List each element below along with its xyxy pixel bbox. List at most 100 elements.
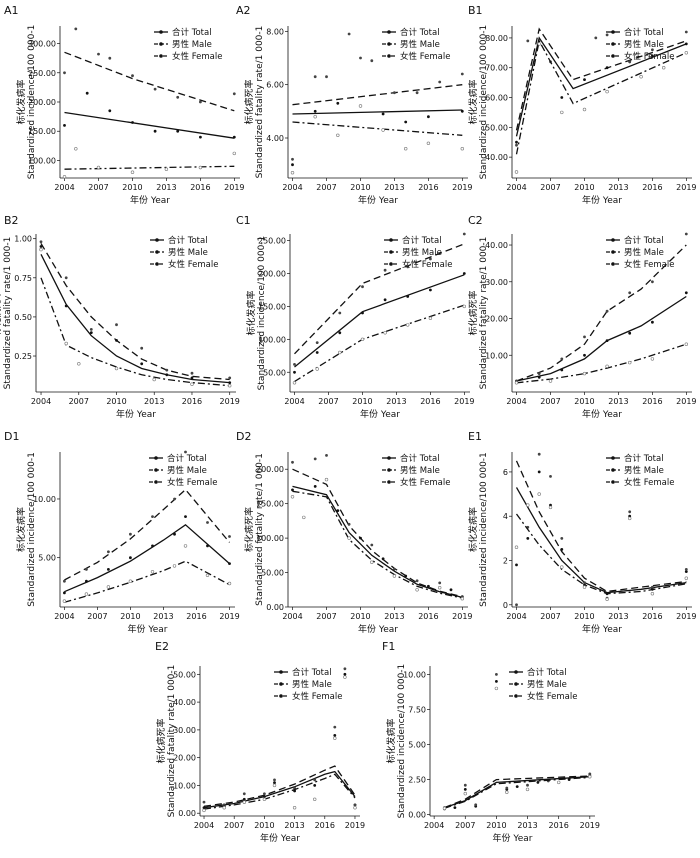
data-point-female (514, 170, 519, 174)
data-point-total (313, 784, 317, 787)
data-point-male (594, 36, 598, 40)
data-point-female (227, 581, 232, 586)
y-tick-label: 40.00 (173, 698, 196, 707)
legend-marker-female (514, 694, 518, 698)
data-point-female (582, 371, 587, 376)
x-tick-label: 2007 (87, 612, 107, 621)
data-point-female (462, 304, 466, 309)
data-point-female (460, 147, 464, 151)
data-point-female (556, 780, 561, 785)
legend-marker-male (611, 468, 615, 472)
panel-label: A1 (4, 4, 19, 17)
y-tick-label: 150.00 (258, 302, 286, 311)
data-point-male (651, 280, 654, 284)
legend-marker-female (154, 480, 158, 484)
data-point-male (325, 454, 328, 457)
data-point-female (242, 800, 247, 804)
x-tick-label: 2004 (506, 183, 526, 192)
legend-label-total: 合计 Total (527, 667, 567, 678)
x-tick-label: 2004 (424, 821, 444, 830)
y-tick-label: 200.00 (256, 465, 284, 474)
legend-label-female: 女性 Female (527, 691, 577, 702)
panel-label: A2 (236, 4, 251, 17)
legend-marker-female (159, 54, 163, 58)
x-axis-label: 年份 Year (116, 408, 156, 420)
data-point-female (438, 585, 442, 590)
legend-marker-female (279, 694, 283, 698)
x-tick-label: 2004 (282, 183, 302, 192)
panel-B2: B2 0.25 0.50 0.75 1.00 2004 2007 2010 2013 2016 20… (0, 214, 240, 420)
data-point-total (343, 672, 347, 676)
legend-label-female: 女性 Female (400, 51, 450, 62)
x-tick-label: 2013 (156, 183, 176, 192)
data-point-male (393, 567, 396, 571)
data-point-male (347, 32, 351, 36)
data-point-male (415, 91, 419, 95)
x-tick-label: 2013 (153, 612, 173, 621)
data-point-male (343, 667, 347, 671)
y-axis-label-cn: 标化发病率 (15, 507, 27, 552)
data-point-female (74, 147, 78, 151)
x-tick-label: 2016 (186, 612, 206, 621)
data-point-total (605, 339, 609, 342)
legend-marker-total (514, 670, 518, 674)
x-tick-label: 2016 (418, 612, 438, 621)
data-point-male (495, 673, 498, 676)
data-point-total (684, 42, 688, 46)
data-point-total (404, 120, 408, 124)
data-point-female (152, 377, 156, 382)
x-tick-label: 2019 (452, 183, 472, 192)
series-line-male (40, 243, 230, 381)
x-tick-label: 2007 (224, 821, 244, 830)
data-point-male (115, 323, 118, 327)
data-point-total (63, 124, 66, 127)
y-axis-label-en: Standardized fatality rate/1 000-1 (255, 26, 265, 179)
data-point-male (263, 792, 266, 796)
data-point-female (172, 564, 177, 568)
data-point-female (650, 357, 655, 361)
panel-E2: E2 0.00 10.00 20.00 30.00 40.00 50.00 2004 2007 2… (155, 640, 365, 844)
data-point-male (429, 257, 432, 261)
data-point-female (106, 585, 111, 589)
data-point-male (684, 232, 688, 236)
data-point-female (64, 341, 68, 346)
y-tick-label: 50.00 (173, 670, 196, 679)
legend-marker-male (514, 682, 518, 686)
series-line-female (444, 776, 590, 809)
y-tick-label: 200.00 (258, 270, 286, 279)
data-point-female (290, 171, 295, 175)
x-tick-label: 2004 (284, 397, 304, 406)
y-tick-label: 250.00 (258, 237, 286, 246)
data-point-total (228, 562, 231, 565)
legend-label-male: 男性 Male (400, 39, 440, 50)
legend-marker-total (155, 238, 159, 242)
panel-D2: D2 0.00 50.00 100.00 150.00 200.00 2004 2007 201… (236, 430, 473, 635)
data-point-total (427, 115, 430, 119)
y-axis-label-cn: 标化发病率 (15, 79, 27, 124)
legend-label-male: 男性 Male (172, 39, 212, 50)
panel-label: E2 (155, 640, 169, 653)
data-point-total (449, 588, 453, 592)
series-line-female (40, 277, 230, 387)
y-tick-label: 4.00 (266, 134, 284, 143)
x-tick-label: 2013 (384, 183, 404, 192)
data-point-male (684, 568, 688, 571)
y-axis-label-cn: 标化病死率 (155, 718, 167, 763)
y-tick-label: 50.00 (485, 123, 508, 132)
x-axis-label: 年份 Year (128, 623, 168, 635)
data-point-male (588, 772, 592, 776)
legend-label-total: 合计 Total (624, 453, 664, 464)
legend-label-male: 男性 Male (624, 465, 664, 476)
data-point-female (684, 51, 688, 55)
legend-marker-male (611, 42, 615, 46)
x-tick-label: 2010 (120, 612, 140, 621)
x-tick-label: 2004 (31, 397, 51, 406)
data-point-total (293, 370, 296, 374)
data-point-male (605, 33, 609, 37)
data-point-female (128, 579, 133, 583)
data-point-female (164, 167, 169, 171)
legend-label-female: 女性 Female (402, 259, 452, 270)
data-point-total (313, 485, 317, 488)
legend-label-female: 女性 Female (167, 477, 217, 488)
x-tick-label: 2010 (350, 183, 370, 192)
